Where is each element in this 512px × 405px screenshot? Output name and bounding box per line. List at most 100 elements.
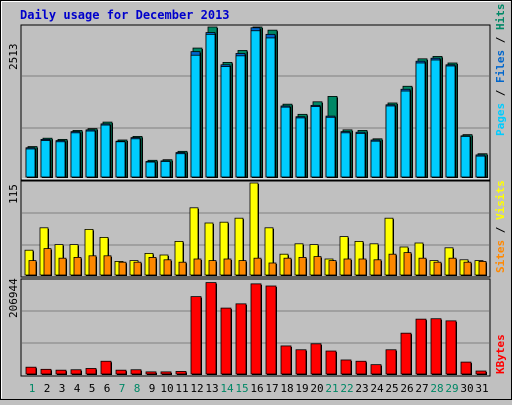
kbytes-bar-23 (355, 360, 367, 375)
day-label-15: 15 (235, 382, 248, 395)
kbytes-bar-9 (145, 371, 157, 375)
legend-pages: Pages (494, 103, 507, 136)
day-label-9: 9 (149, 382, 156, 395)
day-label-10: 10 (160, 382, 173, 395)
kbytes-bar-2 (40, 368, 52, 375)
pages-bar-8 (130, 138, 141, 178)
sites-bar-18 (283, 257, 292, 276)
day-label-16: 16 (250, 382, 263, 395)
sites-bar-23 (358, 258, 367, 276)
sites-bar-4 (73, 256, 82, 276)
pages-bar-13 (205, 33, 216, 178)
middle-legend: Sites / Visits (494, 180, 507, 273)
kbytes-bar-14 (220, 307, 232, 375)
sites-bar-13 (208, 260, 217, 276)
kbytes-bar-3 (55, 369, 67, 375)
kbytes-bar-29 (445, 320, 457, 375)
sites-bar-1 (28, 260, 37, 276)
sites-bar-16 (253, 257, 262, 276)
kbytes-bar-4 (70, 369, 82, 375)
pages-bar-14 (220, 66, 231, 178)
sites-bar-9 (148, 256, 157, 276)
legend-kbytes: KBytes (494, 334, 507, 374)
day-label-12: 12 (190, 382, 203, 395)
pages-bar-2 (40, 140, 51, 178)
kbytes-bar-7 (115, 369, 127, 375)
pages-bar-26 (400, 90, 411, 178)
kbytes-bar-31 (475, 370, 487, 375)
kbytes-bar-25 (385, 349, 397, 375)
kbytes-bar-1 (25, 366, 37, 375)
day-label-5: 5 (89, 382, 96, 395)
pages-bar-7 (115, 141, 126, 178)
pages-bar-4 (70, 132, 81, 178)
day-label-6: 6 (104, 382, 111, 395)
kbytes-bar-12 (190, 296, 202, 375)
sites-bar-10 (163, 259, 172, 276)
day-label-13: 13 (205, 382, 218, 395)
legend-hits: Hits (494, 4, 507, 31)
day-label-30: 30 (460, 382, 473, 395)
pages-bar-30 (460, 136, 471, 178)
day-label-3: 3 (59, 382, 66, 395)
kbytes-bar-10 (160, 371, 172, 375)
kbytes-bar-19 (295, 349, 307, 375)
kbytes-bar-15 (235, 303, 247, 375)
bottom-panel-max-label: 206944 (7, 278, 20, 318)
pages-bar-12 (190, 54, 201, 178)
day-label-27: 27 (415, 382, 428, 395)
pages-bar-6 (100, 124, 111, 178)
legend-visits: Visits (494, 180, 507, 220)
pages-bar-5 (85, 130, 96, 178)
day-label-29: 29 (445, 382, 458, 395)
pages-bar-20 (310, 106, 321, 178)
legend-sep-3: / (494, 220, 507, 240)
sites-bar-22 (343, 258, 352, 276)
kbytes-bar-28 (430, 318, 442, 375)
pages-bar-22 (340, 132, 351, 178)
pages-bar-17 (265, 37, 276, 178)
pages-bar-29 (445, 65, 456, 178)
bottom-legend: KBytes (494, 334, 507, 374)
pages-bar-15 (235, 55, 246, 178)
top-panel-max-label: 2513 (7, 44, 20, 71)
kbytes-bar-5 (85, 368, 97, 375)
sites-bar-24 (373, 259, 382, 276)
middle-panel-max-label: 115 (7, 184, 20, 204)
sites-bar-27 (418, 257, 427, 276)
legend-sites: Sites (494, 240, 507, 273)
day-label-8: 8 (134, 382, 141, 395)
day-label-7: 7 (119, 382, 126, 395)
pages-bar-11 (175, 153, 186, 178)
pages-bar-27 (415, 62, 426, 178)
kbytes-bar-21 (325, 350, 337, 375)
sites-bar-6 (103, 255, 112, 276)
sites-bar-7 (118, 261, 127, 276)
sites-bar-21 (328, 260, 337, 276)
kbytes-bar-18 (280, 345, 292, 375)
sites-bar-5 (88, 255, 97, 276)
kbytes-bar-11 (175, 371, 187, 375)
pages-bar-28 (430, 59, 441, 178)
legend-files: Files (494, 50, 507, 83)
pages-bar-18 (280, 106, 291, 178)
kbytes-bar-17 (265, 285, 277, 375)
sites-bar-30 (463, 261, 472, 276)
kbytes-bar-13 (205, 282, 217, 375)
sites-bar-17 (268, 262, 277, 276)
pages-bar-9 (145, 161, 156, 178)
sites-bar-8 (133, 261, 142, 276)
pages-bar-3 (55, 141, 66, 178)
sites-bar-28 (433, 261, 442, 276)
pages-bar-1 (25, 148, 36, 178)
pages-bar-16 (250, 30, 261, 178)
sites-bar-29 (448, 257, 457, 276)
pages-bar-31 (475, 155, 486, 178)
legend-sep-2: / (494, 30, 507, 50)
top-legend: Pages / Files / Hits (494, 4, 507, 137)
sites-bar-3 (58, 257, 67, 276)
bottom-panel-bars (25, 282, 487, 375)
day-label-17: 17 (265, 382, 278, 395)
pages-bar-23 (355, 133, 366, 178)
day-label-28: 28 (430, 382, 443, 395)
